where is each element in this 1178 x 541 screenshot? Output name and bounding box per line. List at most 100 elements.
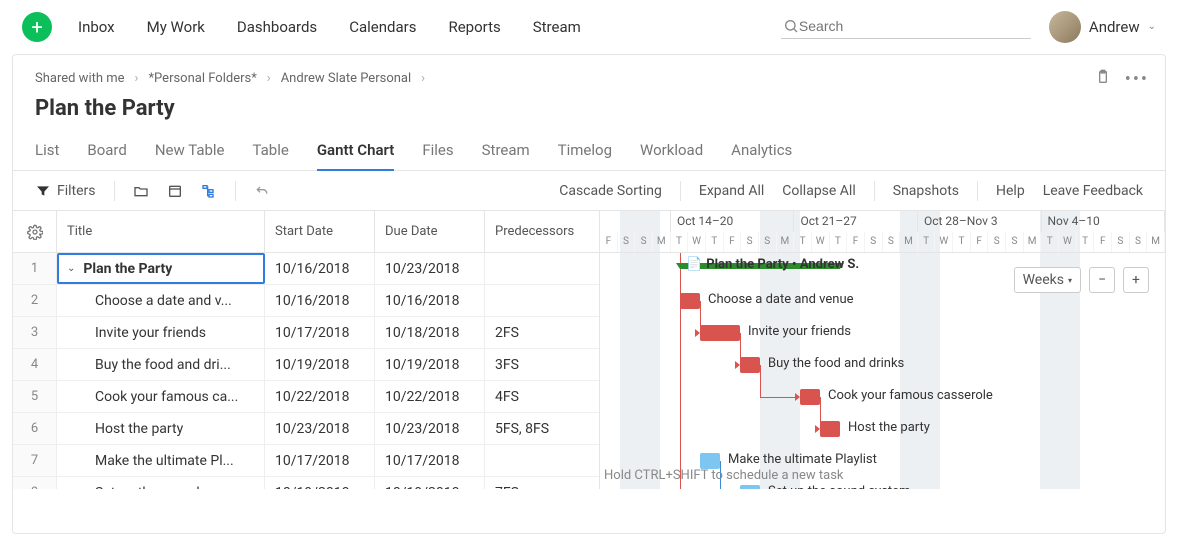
col-title[interactable]: Title bbox=[57, 211, 265, 252]
tab-files[interactable]: Files bbox=[422, 135, 453, 170]
predecessors-cell[interactable]: 5FS, 8FS bbox=[485, 413, 599, 444]
settings-button[interactable] bbox=[13, 211, 57, 252]
task-bar[interactable] bbox=[740, 357, 760, 373]
tab-table[interactable]: Table bbox=[253, 135, 289, 170]
nav-my-work[interactable]: My Work bbox=[147, 18, 205, 36]
predecessors-cell[interactable] bbox=[485, 445, 599, 476]
clipboard-icon[interactable] bbox=[1095, 69, 1111, 90]
task-bar[interactable] bbox=[800, 389, 820, 405]
hierarchy-icon[interactable] bbox=[201, 183, 217, 199]
due-date-cell[interactable]: 10/22/2018 bbox=[375, 381, 485, 412]
due-date-cell[interactable]: 10/19/2018 bbox=[375, 477, 485, 489]
undo-icon[interactable] bbox=[254, 183, 270, 199]
task-title-cell[interactable]: Cook your famous ca... bbox=[57, 381, 265, 412]
task-title-cell[interactable]: ⌄Plan the Party bbox=[57, 253, 265, 284]
due-date-cell[interactable]: 10/18/2018 bbox=[375, 317, 485, 348]
start-date-cell[interactable]: 10/17/2018 bbox=[265, 317, 375, 348]
start-date-cell[interactable]: 10/19/2018 bbox=[265, 477, 375, 489]
collapse-icon[interactable]: ⌄ bbox=[67, 263, 75, 274]
help-button[interactable]: Help bbox=[996, 183, 1025, 199]
leave-feedback-button[interactable]: Leave Feedback bbox=[1043, 183, 1143, 199]
task-bar[interactable] bbox=[700, 453, 720, 469]
predecessors-cell[interactable] bbox=[485, 285, 599, 316]
task-bar[interactable] bbox=[820, 421, 840, 437]
task-title-cell[interactable]: Make the ultimate Pl... bbox=[57, 445, 265, 476]
table-row[interactable]: 3Invite your friends10/17/201810/18/2018… bbox=[13, 317, 599, 349]
task-title-cell[interactable]: Buy the food and dri... bbox=[57, 349, 265, 380]
breadcrumb-1[interactable]: *Personal Folders* bbox=[148, 71, 256, 86]
expand-all-button[interactable]: Expand All bbox=[699, 183, 764, 199]
table-row[interactable]: 5Cook your famous ca...10/22/201810/22/2… bbox=[13, 381, 599, 413]
table-row[interactable]: 6Host the party10/23/201810/23/20185FS, … bbox=[13, 413, 599, 445]
table-row[interactable]: 1⌄Plan the Party10/16/201810/23/2018 bbox=[13, 253, 599, 285]
more-icon[interactable]: ••• bbox=[1125, 69, 1149, 90]
tab-gantt-chart[interactable]: Gantt Chart bbox=[317, 135, 395, 171]
search-wrap[interactable] bbox=[781, 14, 1031, 39]
tab-board[interactable]: Board bbox=[87, 135, 126, 170]
nav-reports[interactable]: Reports bbox=[448, 18, 500, 36]
table-row[interactable]: 7Make the ultimate Pl...10/17/201810/17/… bbox=[13, 445, 599, 477]
start-date-cell[interactable]: 10/17/2018 bbox=[265, 445, 375, 476]
start-date-cell[interactable]: 10/23/2018 bbox=[265, 413, 375, 444]
tab-timelog[interactable]: Timelog bbox=[558, 135, 612, 170]
create-button[interactable]: + bbox=[22, 12, 52, 42]
due-date-cell[interactable]: 10/23/2018 bbox=[375, 253, 485, 284]
day-label: S bbox=[1006, 232, 1024, 253]
task-title-cell[interactable]: Invite your friends bbox=[57, 317, 265, 348]
search-input[interactable] bbox=[799, 18, 1029, 34]
row-index: 2 bbox=[13, 285, 57, 316]
col-due[interactable]: Due Date bbox=[375, 211, 485, 252]
tab-workload[interactable]: Workload bbox=[640, 135, 703, 170]
table-row[interactable]: 2Choose a date and v...10/16/201810/16/2… bbox=[13, 285, 599, 317]
col-pred[interactable]: Predecessors bbox=[485, 211, 599, 252]
nav-calendars[interactable]: Calendars bbox=[349, 18, 416, 36]
zoom-scale-select[interactable]: Weeks▾ bbox=[1014, 267, 1081, 293]
breadcrumb-2[interactable]: Andrew Slate Personal bbox=[281, 71, 411, 86]
start-date-cell[interactable]: 10/19/2018 bbox=[265, 349, 375, 380]
snapshots-button[interactable]: Snapshots bbox=[893, 183, 959, 199]
due-date-cell[interactable]: 10/19/2018 bbox=[375, 349, 485, 380]
predecessors-cell[interactable]: 3FS bbox=[485, 349, 599, 380]
collapse-all-button[interactable]: Collapse All bbox=[782, 183, 855, 199]
tab-analytics[interactable]: Analytics bbox=[731, 135, 792, 170]
task-title-cell[interactable]: Choose a date and v... bbox=[57, 285, 265, 316]
dependency-arrow-icon bbox=[795, 393, 800, 401]
table-row[interactable]: 8Set up the sound sys...10/19/201810/19/… bbox=[13, 477, 599, 489]
table-body: 1⌄Plan the Party10/16/201810/23/20182Cho… bbox=[13, 253, 599, 489]
table-row[interactable]: 4Buy the food and dri...10/19/201810/19/… bbox=[13, 349, 599, 381]
predecessors-cell[interactable]: 2FS bbox=[485, 317, 599, 348]
start-date-cell[interactable]: 10/22/2018 bbox=[265, 381, 375, 412]
tab-new-table[interactable]: New Table bbox=[155, 135, 225, 170]
calendar-icon[interactable] bbox=[167, 183, 183, 199]
task-bar[interactable] bbox=[700, 325, 740, 341]
timeline[interactable]: Oct 14–20Oct 21–27Oct 28–Nov 3Nov 4–10 F… bbox=[600, 211, 1165, 489]
nav-dashboards[interactable]: Dashboards bbox=[237, 18, 317, 36]
tab-list[interactable]: List bbox=[35, 135, 59, 170]
predecessors-cell[interactable] bbox=[485, 253, 599, 284]
filters-button[interactable]: Filters bbox=[35, 183, 96, 199]
task-bar[interactable] bbox=[680, 293, 700, 309]
day-label: T bbox=[794, 232, 812, 253]
day-label: S bbox=[883, 232, 901, 253]
zoom-in-button[interactable]: + bbox=[1123, 267, 1149, 293]
task-bar[interactable] bbox=[740, 485, 760, 489]
due-date-cell[interactable]: 10/23/2018 bbox=[375, 413, 485, 444]
task-title-cell[interactable]: Set up the sound sys... bbox=[57, 477, 265, 489]
folder-icon[interactable] bbox=[133, 183, 149, 199]
due-date-cell[interactable]: 10/17/2018 bbox=[375, 445, 485, 476]
breadcrumb-0[interactable]: Shared with me bbox=[35, 71, 125, 86]
user-menu[interactable]: Andrew ⌄ bbox=[1049, 11, 1156, 43]
start-date-cell[interactable]: 10/16/2018 bbox=[265, 285, 375, 316]
nav-stream[interactable]: Stream bbox=[533, 18, 581, 36]
predecessors-cell[interactable]: 7FS bbox=[485, 477, 599, 489]
task-title-cell[interactable]: Host the party bbox=[57, 413, 265, 444]
week-range: Nov 4–10 bbox=[1042, 211, 1166, 232]
nav-inbox[interactable]: Inbox bbox=[78, 18, 115, 36]
col-start[interactable]: Start Date bbox=[265, 211, 375, 252]
cascade-sorting-button[interactable]: Cascade Sorting bbox=[559, 183, 662, 199]
predecessors-cell[interactable]: 4FS bbox=[485, 381, 599, 412]
due-date-cell[interactable]: 10/16/2018 bbox=[375, 285, 485, 316]
tab-stream[interactable]: Stream bbox=[482, 135, 530, 170]
start-date-cell[interactable]: 10/16/2018 bbox=[265, 253, 375, 284]
zoom-out-button[interactable]: − bbox=[1089, 267, 1115, 293]
